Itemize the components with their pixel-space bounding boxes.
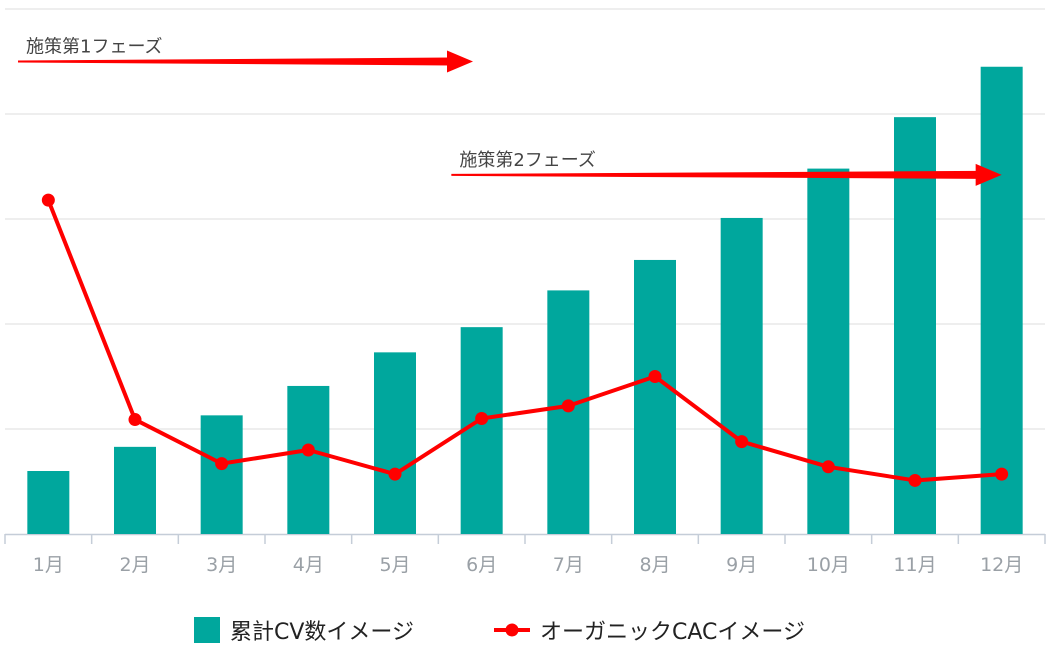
bar — [287, 385, 330, 534]
x-tick-label: 12月 — [980, 554, 1023, 576]
bar — [200, 415, 243, 534]
bar — [807, 168, 850, 534]
cac-point — [215, 457, 229, 471]
x-tick-label: 7月 — [553, 554, 584, 576]
cac-line — [46, 198, 1004, 483]
bar — [894, 117, 936, 535]
cac-point — [475, 412, 489, 425]
phase-arrow: 施策第1フェーズ — [18, 37, 473, 73]
x-tick-label: 1月 — [33, 554, 64, 576]
phase-label: 施策第2フェーズ — [459, 150, 596, 171]
cac-point — [648, 370, 662, 383]
x-tick-label: 3月 — [206, 554, 237, 576]
x-tick-label: 10月 — [807, 554, 850, 576]
bar — [27, 471, 70, 534]
x-tick-label: 11月 — [893, 554, 936, 576]
cac-point — [821, 460, 835, 474]
gridlines — [5, 8, 1045, 430]
legend: 累計CV数イメージ オーガニックCACイメージ — [194, 617, 805, 645]
cac-point — [41, 193, 55, 207]
legend-swatch-bar — [194, 617, 220, 643]
cac-point — [561, 399, 575, 413]
phase-arrow: 施策第2フェーズ — [451, 150, 1002, 186]
legend-item-bar: 累計CV数イメージ — [194, 617, 414, 645]
phase-arrow-shaft — [451, 170, 980, 179]
phase-arrow-head — [447, 50, 473, 73]
cac-point — [735, 435, 749, 449]
bar-series — [27, 66, 1023, 535]
x-tick-label: 9月 — [726, 554, 757, 576]
cac-point — [995, 467, 1009, 481]
phase-arrow-shaft — [18, 57, 451, 66]
phase-arrow-head — [975, 163, 1002, 186]
cac-point — [908, 473, 922, 487]
bar — [374, 352, 416, 534]
bar — [634, 259, 676, 534]
x-axis: 1月 2月 3月 4月 5月 6月 7月 8月 9月 10月 11月 12月 — [4, 533, 1046, 576]
x-tick-label: 5月 — [379, 554, 410, 576]
cac-point — [388, 467, 402, 481]
x-tick-label: 8月 — [639, 554, 670, 576]
x-tick-label: 2月 — [119, 554, 150, 576]
legend-label-bar: 累計CV数イメージ — [230, 620, 414, 645]
legend-label-line: オーガニックCACイメージ — [540, 620, 805, 645]
bar — [980, 66, 1023, 534]
line-series — [41, 193, 1009, 487]
cac-point — [301, 443, 315, 457]
bar — [114, 446, 156, 534]
legend-swatch-point — [505, 623, 519, 637]
phase-label: 施策第1フェーズ — [26, 37, 163, 58]
cac-point — [128, 413, 142, 427]
x-tick-label: 6月 — [466, 554, 497, 576]
bar — [460, 327, 503, 534]
x-tick-label: 4月 — [293, 554, 324, 576]
bar — [720, 217, 763, 534]
legend-item-line: オーガニックCACイメージ — [494, 620, 805, 645]
